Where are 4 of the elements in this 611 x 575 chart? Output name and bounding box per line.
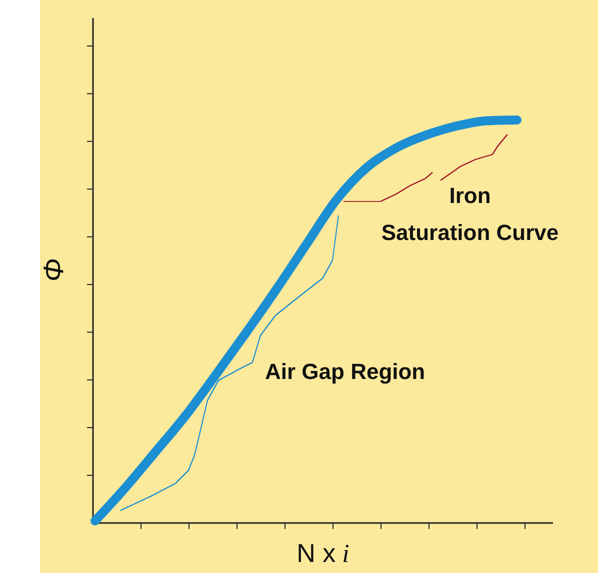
annotation: Air Gap Region (265, 359, 426, 384)
annotation: Iron Saturation Curve (381, 183, 559, 245)
y-axis-title: Φ (38, 258, 69, 282)
x-axis-title: N x i (296, 538, 350, 568)
